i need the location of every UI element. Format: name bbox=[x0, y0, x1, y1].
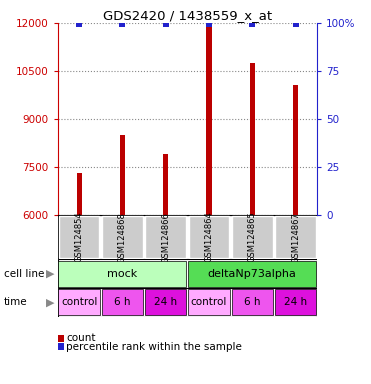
Bar bbox=[188, 290, 230, 315]
Bar bbox=[102, 290, 143, 315]
Text: deltaNp73alpha: deltaNp73alpha bbox=[208, 268, 297, 279]
Bar bbox=[275, 216, 316, 258]
Bar bbox=[163, 154, 168, 215]
Bar bbox=[145, 216, 186, 258]
Text: ▶: ▶ bbox=[46, 297, 54, 308]
Text: count: count bbox=[66, 333, 96, 343]
Bar bbox=[293, 86, 298, 215]
Text: GSM124865: GSM124865 bbox=[248, 212, 257, 263]
Text: GSM124867: GSM124867 bbox=[291, 212, 300, 263]
Bar bbox=[58, 261, 187, 286]
Bar bbox=[188, 216, 229, 258]
Text: cell line: cell line bbox=[4, 268, 44, 279]
Text: 6 h: 6 h bbox=[114, 297, 131, 308]
Bar bbox=[232, 290, 273, 315]
Title: GDS2420 / 1438559_x_at: GDS2420 / 1438559_x_at bbox=[103, 9, 272, 22]
Bar bbox=[102, 216, 143, 258]
Text: 6 h: 6 h bbox=[244, 297, 260, 308]
Text: time: time bbox=[4, 297, 27, 308]
Text: 24 h: 24 h bbox=[154, 297, 177, 308]
Text: 24 h: 24 h bbox=[284, 297, 307, 308]
Text: percentile rank within the sample: percentile rank within the sample bbox=[66, 342, 242, 352]
Bar bbox=[120, 135, 125, 215]
Bar bbox=[232, 216, 273, 258]
Text: GSM124854: GSM124854 bbox=[75, 212, 83, 262]
Bar bbox=[58, 290, 100, 315]
Bar bbox=[275, 290, 316, 315]
Bar bbox=[206, 26, 211, 215]
Text: control: control bbox=[191, 297, 227, 308]
Text: ▶: ▶ bbox=[46, 268, 54, 279]
Bar bbox=[188, 261, 316, 286]
Text: GSM124864: GSM124864 bbox=[204, 212, 213, 263]
Bar bbox=[250, 63, 255, 215]
Text: GSM124866: GSM124866 bbox=[161, 212, 170, 263]
Bar bbox=[145, 290, 187, 315]
Text: GSM124868: GSM124868 bbox=[118, 212, 127, 263]
Bar bbox=[76, 174, 82, 215]
Bar bbox=[59, 216, 99, 258]
Text: control: control bbox=[61, 297, 97, 308]
Text: mock: mock bbox=[107, 268, 138, 279]
